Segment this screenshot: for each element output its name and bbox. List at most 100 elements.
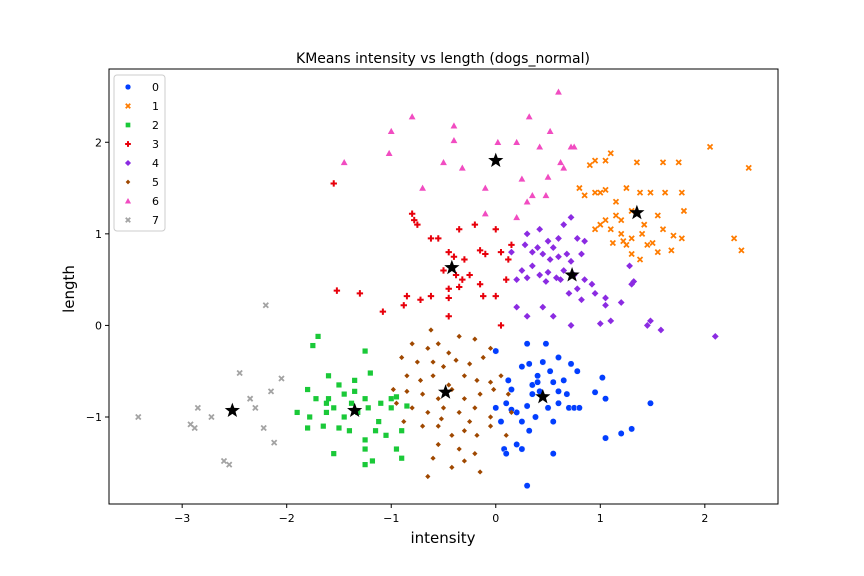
data-point-cluster-5 xyxy=(474,432,480,438)
y-axis-label: length xyxy=(60,265,78,313)
data-point-cluster-2 xyxy=(388,405,394,411)
data-point-cluster-0 xyxy=(560,376,568,384)
data-point-cluster-1 xyxy=(638,230,646,237)
data-point-cluster-4 xyxy=(542,278,550,285)
data-point-cluster-0 xyxy=(549,418,557,426)
data-point-cluster-5 xyxy=(417,377,424,383)
legend-label: 3 xyxy=(152,138,159,151)
legend-label: 5 xyxy=(152,176,159,189)
data-point-cluster-5 xyxy=(399,354,405,361)
data-point-cluster-2 xyxy=(348,400,355,406)
data-point-cluster-5 xyxy=(409,341,415,347)
legend-marker-4 xyxy=(124,159,132,167)
data-point-cluster-0 xyxy=(525,360,533,368)
data-point-cluster-1 xyxy=(591,226,599,233)
data-point-cluster-5 xyxy=(446,382,452,388)
data-point-cluster-4 xyxy=(523,230,531,238)
data-point-cluster-1 xyxy=(647,189,654,196)
data-point-cluster-6 xyxy=(513,213,521,221)
data-point-cluster-5 xyxy=(425,409,431,416)
data-point-cluster-4 xyxy=(549,244,557,251)
data-point-cluster-5 xyxy=(472,336,478,342)
data-point-cluster-1 xyxy=(654,249,661,256)
data-point-cluster-3 xyxy=(445,294,452,302)
data-point-cluster-1 xyxy=(636,189,644,196)
x-axis: −3 −2 −1 0 1 2 xyxy=(174,504,708,525)
data-point-cluster-4 xyxy=(581,237,589,245)
data-point-cluster-6 xyxy=(450,137,458,144)
data-point-cluster-5 xyxy=(435,423,441,429)
data-point-cluster-0 xyxy=(504,376,512,384)
data-point-cluster-6 xyxy=(494,138,502,145)
data-point-cluster-2 xyxy=(376,418,382,425)
data-point-cluster-4 xyxy=(536,225,544,233)
data-point-cluster-5 xyxy=(461,396,468,402)
data-point-cluster-3 xyxy=(450,253,458,260)
data-point-cluster-1 xyxy=(730,235,738,242)
data-point-cluster-2 xyxy=(341,414,347,420)
data-point-cluster-4 xyxy=(563,250,571,258)
series-7 xyxy=(135,302,285,468)
data-point-cluster-4 xyxy=(523,274,531,282)
chart-title: KMeans intensity vs length (dogs_normal) xyxy=(296,51,590,67)
data-point-cluster-5 xyxy=(430,455,436,461)
data-point-cluster-6 xyxy=(523,198,531,205)
data-point-cluster-2 xyxy=(336,425,342,431)
y-tick-label: −1 xyxy=(86,411,102,424)
data-point-cluster-4 xyxy=(591,289,599,297)
data-point-cluster-0 xyxy=(544,404,552,412)
data-point-cluster-6 xyxy=(542,191,550,199)
data-point-cluster-0 xyxy=(602,395,609,403)
data-point-cluster-1 xyxy=(633,159,641,166)
data-point-cluster-0 xyxy=(518,445,526,453)
data-point-cluster-0 xyxy=(523,340,531,348)
data-point-cluster-4 xyxy=(573,235,581,242)
data-point-cluster-6 xyxy=(385,149,393,156)
data-point-cluster-6 xyxy=(546,127,554,134)
data-point-cluster-2 xyxy=(393,394,400,400)
data-point-cluster-1 xyxy=(675,159,682,166)
data-point-cluster-2 xyxy=(315,333,321,340)
data-point-cluster-4 xyxy=(539,250,547,258)
centroid-marker xyxy=(347,402,363,418)
data-point-cluster-0 xyxy=(602,434,609,442)
data-point-cluster-1 xyxy=(649,239,656,247)
plot-area xyxy=(108,68,779,505)
data-point-cluster-5 xyxy=(456,446,462,452)
data-point-cluster-6 xyxy=(419,184,426,191)
data-point-cluster-3 xyxy=(333,287,341,294)
centroid-marker xyxy=(224,402,240,418)
centroid-marker xyxy=(564,267,580,282)
data-point-cluster-1 xyxy=(678,189,685,196)
data-point-cluster-7 xyxy=(208,413,215,421)
data-point-cluster-4 xyxy=(573,285,581,293)
data-point-cluster-0 xyxy=(502,450,510,458)
data-point-cluster-4 xyxy=(513,276,521,284)
data-point-cluster-2 xyxy=(307,414,313,420)
series-4 xyxy=(508,213,719,340)
data-point-cluster-4 xyxy=(555,253,562,261)
data-point-cluster-4 xyxy=(536,271,544,279)
data-point-cluster-3 xyxy=(482,250,489,258)
data-point-cluster-0 xyxy=(573,367,581,375)
data-point-cluster-4 xyxy=(588,280,596,288)
data-point-cluster-5 xyxy=(508,409,515,416)
data-point-cluster-1 xyxy=(602,157,609,164)
data-point-cluster-7 xyxy=(252,404,259,411)
data-point-cluster-4 xyxy=(602,294,609,302)
data-point-cluster-5 xyxy=(491,386,497,393)
data-point-cluster-3 xyxy=(476,281,484,288)
data-point-cluster-2 xyxy=(367,370,373,376)
legend-marker-0 xyxy=(124,83,132,91)
data-point-cluster-5 xyxy=(425,473,431,480)
data-point-cluster-4 xyxy=(528,262,536,270)
data-point-cluster-2 xyxy=(372,428,379,434)
data-point-cluster-1 xyxy=(636,256,644,263)
y-tick-label: 2 xyxy=(95,136,102,149)
data-point-cluster-5 xyxy=(461,428,468,434)
data-point-cluster-4 xyxy=(549,312,557,320)
y-axis: −1 0 1 2 xyxy=(86,136,109,424)
data-point-cluster-1 xyxy=(581,192,588,199)
data-point-cluster-2 xyxy=(399,455,405,461)
data-point-cluster-3 xyxy=(480,292,487,300)
